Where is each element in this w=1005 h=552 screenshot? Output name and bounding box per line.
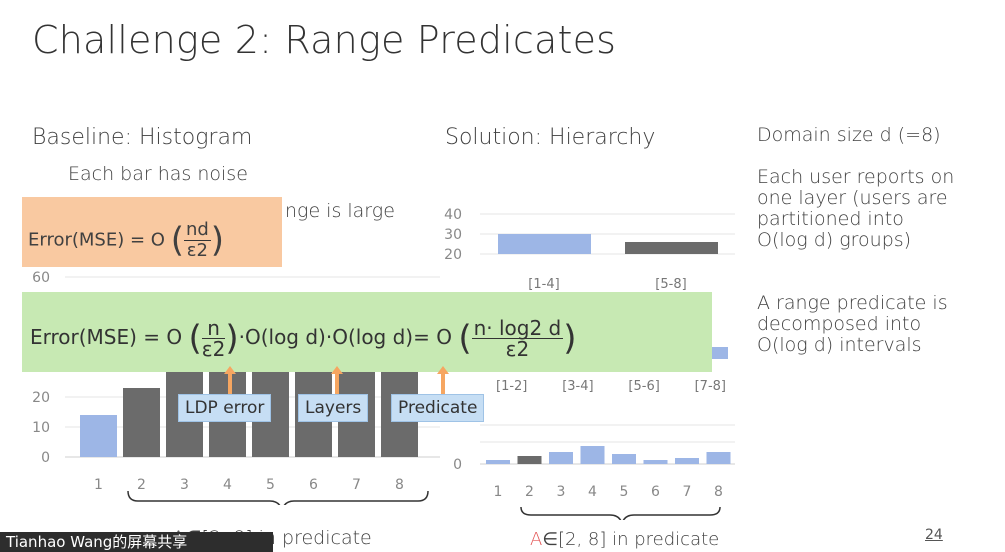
mid-label: [1-2] [496,379,528,394]
histogram-ytick: 60 [32,270,50,286]
paragraph-line: partitioned into [757,208,904,230]
formula-prefix: Error(MSE) = O [28,229,165,251]
hierarchy-bottom-bar [675,458,699,464]
formula-prefix: Error(MSE) = O [30,325,183,349]
hierarchy-error-formula: Error(MSE) = O (n ε2)·O(log d)·O(log d)= … [30,318,577,359]
layers-callout: Layers [298,394,369,422]
hierarchy-bottom-bar [486,460,510,464]
histogram-ytick: 10 [32,420,50,436]
paragraph-line: O(log d) groups) [757,229,912,251]
paren-close: ) [225,318,239,359]
range-brace [127,490,429,505]
baseline-line1: Each bar has noise [68,163,248,185]
hierarchy-top-chart: 40 30 20 [1-4] [5-8] [444,207,735,292]
screen-share-banner: Tianhao Wang的屏幕共享 [0,532,273,552]
middle-range-text: A∈[2, 8] in predicate [530,529,719,550]
mid-label: [5-6] [628,379,660,394]
callout-arrows [224,366,449,394]
fraction-denominator: ε2 [186,240,208,261]
histogram-bar [80,415,117,457]
range-rest: ∈[2, 8] in predicate [542,529,720,550]
paren-open: ( [170,220,184,261]
formula-fraction: nd ε2 [183,219,211,261]
mid-bar-fragment [708,347,728,359]
hierarchy-bottom-chart: 0 1 2 3 4 5 6 7 8 [453,424,735,520]
hierarchy-top-bar [625,242,718,254]
histogram-xtick: 5 [266,477,275,493]
hierarchy-bottom-bar [612,454,636,464]
paren-open: ( [458,318,472,359]
hierarchy-top-xtick: [5-8] [655,277,686,292]
baseline-error-box [22,197,282,267]
arrow-up-icon [224,366,236,394]
baseline-line2: nge is large [285,200,395,222]
histogram-xtick: 7 [352,477,361,493]
hierarchy-top-ytick: 40 [444,207,462,223]
paragraph-line: Each user reports on [757,166,955,188]
baseline-error-formula: Error(MSE) = O (nd ε2) [28,220,224,261]
hierarchy-bottom-bar [517,456,542,464]
range-brace [520,506,721,520]
fraction-numerator: n [201,318,226,339]
mid-label: [7-8] [694,379,726,394]
domain-size-line: Domain size d (=8) [757,124,941,146]
ldp-error-callout: LDP error [178,394,272,422]
hierarchy-bottom-xtick: 8 [714,484,723,500]
paren-close: ) [210,220,225,261]
hierarchy-top-ytick: 30 [444,227,462,243]
fraction-numerator: nd [183,219,211,241]
hierarchy-bottom-bar [549,452,573,464]
formula-middle: ·O(log d)·O(log d)= O [238,325,452,349]
arrow-up-icon [331,366,343,394]
histogram-ytick: 0 [41,450,50,466]
domain-size-text: Domain size d (=8) [757,125,941,146]
hierarchy-bottom-ytick: 0 [453,457,462,473]
paren-close: ) [563,318,577,359]
hierarchy-bottom-xtick: 7 [683,484,692,500]
hierarchy-bottom-bar [643,460,668,464]
hierarchy-bottom-xtick: 2 [525,484,534,500]
hierarchy-mid-labels: [1-2] [3-4] [5-6] [7-8] [496,379,726,394]
hierarchy-bottom-xtick: 1 [494,484,503,500]
fraction-denominator: ε2 [505,337,530,361]
histogram-xtick: 4 [223,477,232,493]
user-report-paragraph: Each user reports on one layer (users ar… [757,167,954,251]
histogram-bar [123,388,160,457]
hierarchy-bottom-xtick: 6 [651,484,660,500]
paren-open: ( [188,318,202,359]
formula-fraction: n ε2 [201,318,226,361]
slide-title: Challenge 2: Range Predicates [32,18,617,62]
hierarchy-bottom-xtick: 5 [620,484,629,500]
page-number: 24 [925,527,943,543]
baseline-heading: Baseline: Histogram [32,125,253,150]
hierarchy-top-bar [498,234,591,254]
hierarchy-bottom-xtick: 4 [588,484,597,500]
hierarchy-bottom-bar [580,446,605,464]
mid-label: [3-4] [562,379,594,394]
hierarchy-bottom-xtick: 3 [557,484,566,500]
histogram-xtick: 1 [94,477,103,493]
predicate-callout: Predicate [391,394,485,422]
hierarchy-top-xtick: [1-4] [528,277,559,292]
range-predicate-paragraph: A range predicate is decomposed into O(l… [757,293,948,356]
range-variable: A [530,529,543,550]
formula-fraction: n· log2 d ε2 [471,316,564,361]
histogram-xtick: 2 [137,477,146,493]
paragraph-line: O(log d) intervals [757,334,922,356]
histogram-xtick: 6 [309,477,318,493]
hierarchy-error-box [22,292,712,372]
hierarchy-heading: Solution: Hierarchy [445,125,656,150]
paragraph-line: one layer (users are [757,187,948,209]
fraction-numerator: n· log2 d [471,316,564,340]
paragraph-line: A range predicate is [757,292,948,314]
paragraph-line: decomposed into [757,313,922,335]
hierarchy-bottom-bar [706,452,731,464]
histogram-xtick: 3 [180,477,189,493]
histogram-xtick: 8 [395,477,404,493]
hierarchy-top-ytick: 20 [444,247,462,263]
fraction-denominator: ε2 [201,337,226,361]
arrow-up-icon [437,366,449,394]
histogram-ytick: 20 [32,390,50,406]
